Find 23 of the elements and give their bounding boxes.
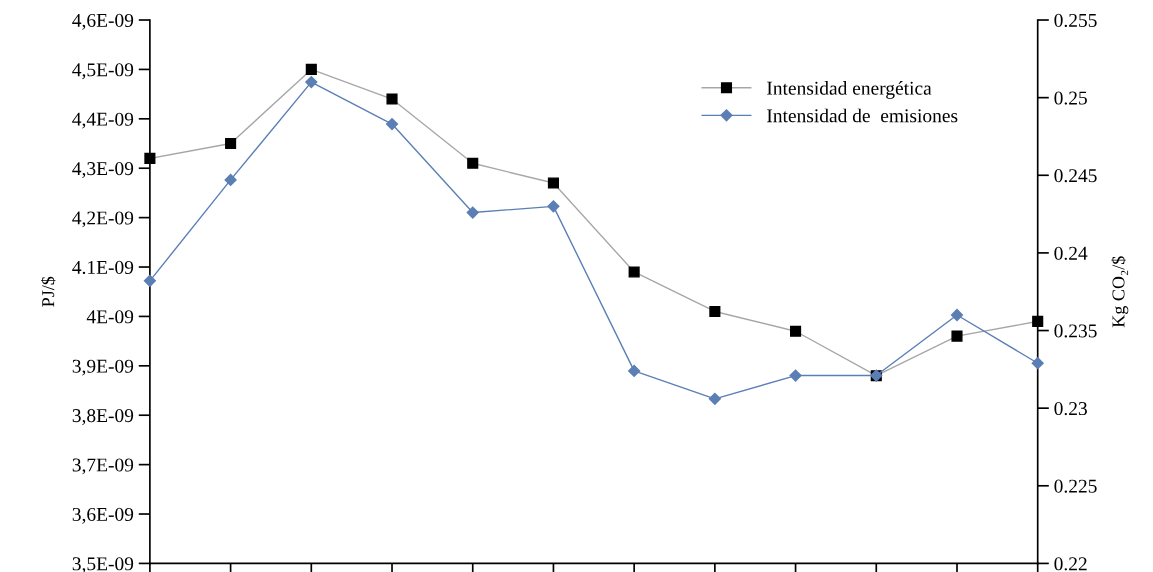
- y-tick-label: 4,6E-09: [72, 13, 134, 30]
- y2-tick-label: 0.25: [1054, 91, 1087, 105]
- y2-axis-title: Kg CO₂/$: [1111, 256, 1129, 328]
- y-axis-title: PJ/$: [41, 276, 56, 307]
- legend-label: Intensidad de emisiones: [767, 108, 958, 123]
- y-tick-label: 4.1E-09: [72, 260, 134, 275]
- y2-tick-label: 0.235: [1054, 324, 1097, 338]
- y-tick-label: 4E-09: [86, 310, 134, 324]
- y2-tick-label: 0.255: [1054, 13, 1097, 28]
- y2-tick-label: 0.245: [1054, 169, 1097, 183]
- y-tick-label: 4,3E-09: [72, 162, 134, 178]
- y-tick-label: 4,4E-09: [72, 112, 134, 129]
- y-tick-label: 3,7E-09: [72, 458, 134, 475]
- y2-tick-label: 0.22: [1054, 557, 1087, 571]
- y-tick-label: 4,5E-09: [72, 63, 134, 80]
- y2-tick-label: 0.23: [1054, 401, 1087, 416]
- y-tick-label: 3,6E-09: [72, 507, 134, 524]
- legend-label: Intensidad energética: [767, 81, 932, 99]
- y-tick-label: 3,9E-09: [72, 359, 134, 376]
- y-tick-label: 3,8E-09: [72, 409, 134, 425]
- y-tick-label: 4,2E-09: [72, 211, 134, 228]
- y2-tick-label: 0.225: [1054, 479, 1097, 493]
- y2-tick-label: 0.24: [1054, 246, 1088, 260]
